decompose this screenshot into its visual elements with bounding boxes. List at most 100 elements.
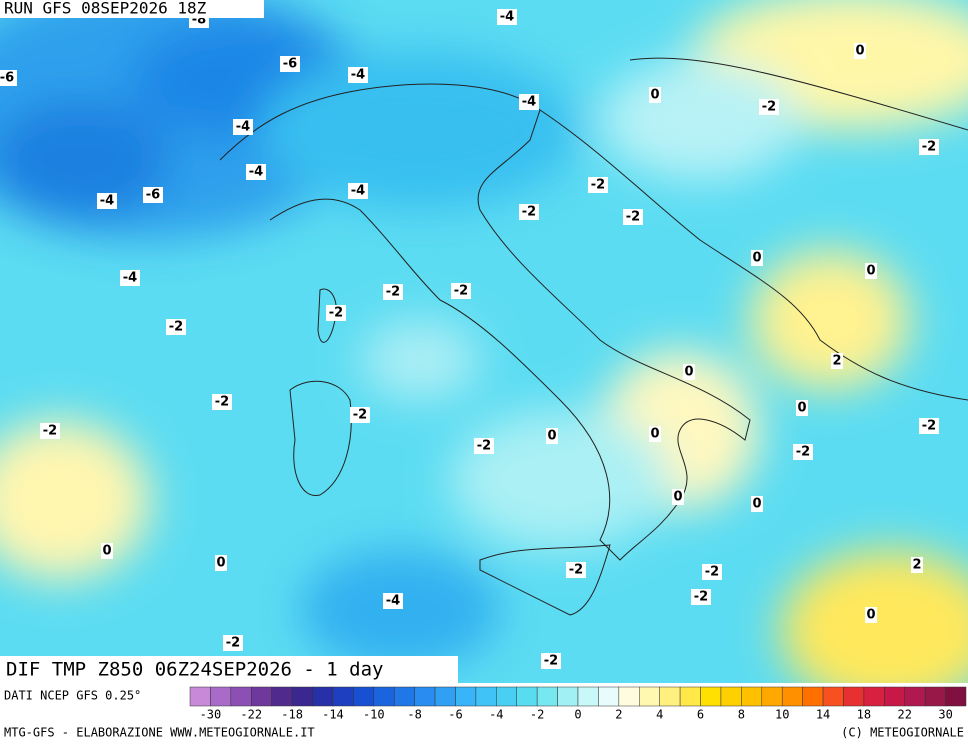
contour-label: -4 xyxy=(100,194,114,209)
contour-label: -2 xyxy=(169,320,183,335)
contour-label: -2 xyxy=(353,408,367,423)
contour-label: -4 xyxy=(386,594,400,609)
contour-label-bg xyxy=(854,43,866,59)
contour-label-bg xyxy=(588,177,608,193)
color-swatch xyxy=(414,686,436,707)
contour-label-bg xyxy=(649,87,661,103)
color-swatch xyxy=(210,686,232,707)
contour-label: -4 xyxy=(249,165,263,180)
colorbar-label: 18 xyxy=(857,708,871,722)
color-swatch xyxy=(639,686,660,707)
contour-label-bg xyxy=(350,407,370,423)
contour-label-bg xyxy=(0,70,17,86)
contour-label-bg xyxy=(280,56,300,72)
color-swatch xyxy=(373,686,395,707)
colorbar-label: 10 xyxy=(775,708,789,722)
contour-label-bg xyxy=(546,428,558,444)
colorbar-label: -18 xyxy=(281,708,303,722)
contour-label: 0 xyxy=(684,365,693,380)
contour-label-bg xyxy=(474,438,494,454)
color-swatch xyxy=(393,686,415,707)
contour-label-bg xyxy=(541,653,561,669)
footer-left: MTG-GFS - ELABORAZIONE WWW.METEOGIORNALE… xyxy=(4,726,315,740)
colorbar-label: -8 xyxy=(407,708,421,722)
contour-label: -4 xyxy=(351,68,365,83)
colorbar-label: -2 xyxy=(530,708,544,722)
contour-label: 0 xyxy=(216,556,225,571)
color-swatch xyxy=(863,686,885,707)
footer-right: (C) METEOGIORNALE xyxy=(841,726,964,740)
color-swatch xyxy=(924,686,946,707)
contour-label-bg xyxy=(212,394,232,410)
contour-label-bg xyxy=(919,418,939,434)
color-swatch xyxy=(271,686,293,707)
contour-label: -2 xyxy=(544,654,558,669)
contour-label-bg xyxy=(649,426,661,442)
color-swatch xyxy=(945,686,967,707)
contour-label: -2 xyxy=(922,419,936,434)
contour-label-bg xyxy=(497,9,517,25)
color-swatch xyxy=(884,686,905,707)
contour-label-bg xyxy=(672,489,684,505)
color-swatch xyxy=(679,686,701,707)
contour-label-bg xyxy=(683,364,695,380)
contour-label: 0 xyxy=(673,490,682,505)
color-swatch xyxy=(781,686,803,707)
contour-label: -4 xyxy=(123,271,137,286)
colorbar-label: 22 xyxy=(898,708,912,722)
contour-label: -2 xyxy=(454,284,468,299)
contour-label: -2 xyxy=(386,285,400,300)
contour-label: 0 xyxy=(650,88,659,103)
color-swatch xyxy=(312,686,334,707)
contour-label: 0 xyxy=(752,251,761,266)
contour-label-bg xyxy=(702,564,722,580)
contour-label-bg xyxy=(831,353,843,369)
contour-label-bg xyxy=(519,94,539,110)
contour-label: -2 xyxy=(626,210,640,225)
field-box xyxy=(0,656,458,684)
color-swatch xyxy=(251,686,272,707)
contour-label: -2 xyxy=(762,100,776,115)
contour-label-bg xyxy=(383,284,403,300)
colorbar-label: 8 xyxy=(738,708,745,722)
color-swatch xyxy=(516,686,538,707)
contour-label: 0 xyxy=(752,497,761,512)
colorbar-label: 2 xyxy=(615,708,622,722)
contour-label: 0 xyxy=(797,401,806,416)
contour-label: -2 xyxy=(705,565,719,580)
colorbar-label: -6 xyxy=(448,708,462,722)
color-swatch xyxy=(577,686,599,707)
colorbar-label: -4 xyxy=(489,708,503,722)
contour-label-bg xyxy=(796,400,808,416)
contour-label-bg xyxy=(223,635,243,651)
color-swatch xyxy=(598,686,620,707)
colorbar-label: -14 xyxy=(322,708,344,722)
contour-label: -2 xyxy=(796,445,810,460)
contour-label: 0 xyxy=(547,429,556,444)
contour-label-bg xyxy=(383,593,403,609)
contour-label-bg xyxy=(566,562,586,578)
contour-label-bg xyxy=(246,164,266,180)
color-swatch xyxy=(434,686,456,707)
color-swatch xyxy=(455,686,477,707)
color-swatch xyxy=(843,686,865,707)
contour-label-bg xyxy=(759,99,779,115)
color-swatch xyxy=(802,686,824,707)
contour-label-bg xyxy=(865,607,877,623)
color-swatch xyxy=(496,686,517,707)
contour-label: -4 xyxy=(351,184,365,199)
color-swatch xyxy=(536,686,558,707)
contour-label: -2 xyxy=(591,178,605,193)
color-swatch xyxy=(822,686,844,707)
contour-label-bg xyxy=(793,444,813,460)
color-swatch xyxy=(618,686,640,707)
contour-label-bg xyxy=(751,496,763,512)
contour-label: 0 xyxy=(866,608,875,623)
contour-label: -2 xyxy=(477,439,491,454)
contour-label: -2 xyxy=(43,424,57,439)
field-title: DIF TMP Z850 06Z24SEP2026 - 1 day xyxy=(6,659,384,681)
contour-label-bg xyxy=(120,270,140,286)
contour-label: 2 xyxy=(912,558,921,573)
color-swatch xyxy=(659,686,681,707)
